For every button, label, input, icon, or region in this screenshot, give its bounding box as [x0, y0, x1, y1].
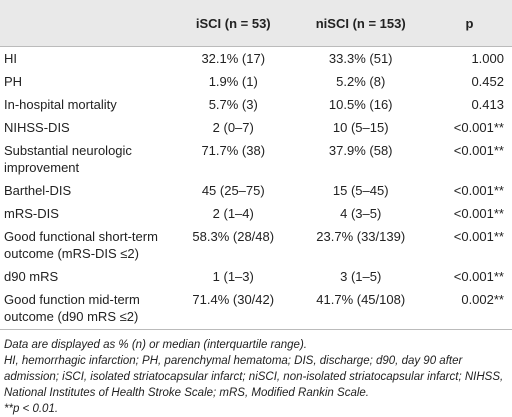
table-cell: 0.452 [471, 74, 504, 89]
table-cell: 0.413 [471, 97, 504, 112]
table-cell: <0.001** [453, 120, 504, 135]
data-table: iSCI (n = 53) niSCI (n = 153) p HI 32.1% (1… [0, 0, 512, 330]
table-row: Good function mid-term outcome (d90 mRS … [0, 288, 512, 330]
table-cell: <0.001** [453, 143, 504, 158]
table-row: mRS-DIS 2 (1–4) 4 (3–5) <0.001** [0, 202, 512, 225]
table-cell: 23.7% (33/139) [316, 229, 406, 244]
table-cell: HI [4, 51, 17, 66]
header-cell: iSCI (n = 53) [172, 0, 295, 47]
table-cell: 2 (0–7) [212, 120, 254, 135]
table-row: Barthel-DIS 45 (25–75) 15 (5–45) <0.001** [0, 179, 512, 202]
table-cell: 3 (1–5) [340, 269, 382, 284]
table-cell: mRS-DIS [4, 206, 59, 221]
table-cell: 37.9% (58) [328, 143, 393, 158]
table-cell: 10.5% (16) [328, 97, 393, 112]
table-cell: 5.7% (3) [208, 97, 258, 112]
table-cell: 1 (1–3) [212, 269, 254, 284]
table-row: In-hospital mortality 5.7% (3) 10.5% (16) 0… [0, 93, 512, 116]
table-cell: 71.7% (38) [201, 143, 266, 158]
header-cell: p [426, 0, 512, 47]
table-cell: <0.001** [453, 183, 504, 198]
table-cell: NIHSS-DIS [4, 120, 70, 135]
table-cell: Good function mid-term outcome (d90 mRS … [0, 288, 172, 330]
table-cell: PH [4, 74, 23, 89]
table-cell: 1.000 [471, 51, 504, 66]
table-cell: 5.2% (8) [336, 74, 386, 89]
table-cell: Good functional short-term outcome (mRS-… [4, 229, 158, 261]
table-cell: 58.3% (28/48) [192, 229, 275, 244]
table-cell: 1.9% (1) [208, 74, 258, 89]
table-row: Substantial neurologic improvement 71.7% … [0, 139, 512, 179]
table-row: Good functional short-term outcome (mRS-… [0, 225, 512, 265]
table-row: PH 1.9% (1) 5.2% (8) 0.452 [0, 70, 512, 93]
header-row: iSCI (n = 53) niSCI (n = 153) p [0, 0, 512, 47]
table-cell: 2 (1–4) [212, 206, 254, 221]
table-cell: 15 (5–45) [332, 183, 389, 198]
table-cell: <0.001** [453, 229, 504, 244]
table-cell: 33.3% (51) [328, 51, 393, 66]
header-cell [0, 0, 172, 47]
table-row: HI 32.1% (17) 33.3% (51) 1.000 [0, 47, 512, 71]
table-cell: d90 mRS [4, 269, 59, 284]
table-row: d90 mRS 1 (1–3) 3 (1–5) <0.001** [0, 265, 512, 288]
footnote: HI, hemorrhagic infarction; PH, parenchy… [4, 355, 504, 399]
table-cell: 0.002** [426, 288, 512, 330]
table-cell: <0.001** [453, 269, 504, 284]
footnote: **p < 0.01. [4, 403, 59, 415]
table-cell: Substantial neurologic improvement [4, 143, 132, 175]
table-cell: 71.4% (30/42) [172, 288, 295, 330]
table-cell: <0.001** [453, 206, 504, 221]
table-cell: 41.7% (45/108) [294, 288, 427, 330]
footnotes: Data are displayed as % (n) or median (i… [0, 330, 512, 417]
footnote: Data are displayed as % (n) or median (i… [4, 339, 307, 351]
table-cell: 10 (5–15) [332, 120, 389, 135]
header-cell: niSCI (n = 153) [294, 0, 427, 47]
table-cell: 32.1% (17) [201, 51, 266, 66]
table-cell: Barthel-DIS [4, 183, 72, 198]
table-body: HI 32.1% (17) 33.3% (51) 1.000 PH 1.9% (1) 5.2… [0, 47, 512, 330]
table-cell: In-hospital mortality [4, 97, 117, 112]
table-row: NIHSS-DIS 2 (0–7) 10 (5–15) <0.001** [0, 116, 512, 139]
table-cell: 45 (25–75) [201, 183, 265, 198]
table-cell: 4 (3–5) [340, 206, 382, 221]
